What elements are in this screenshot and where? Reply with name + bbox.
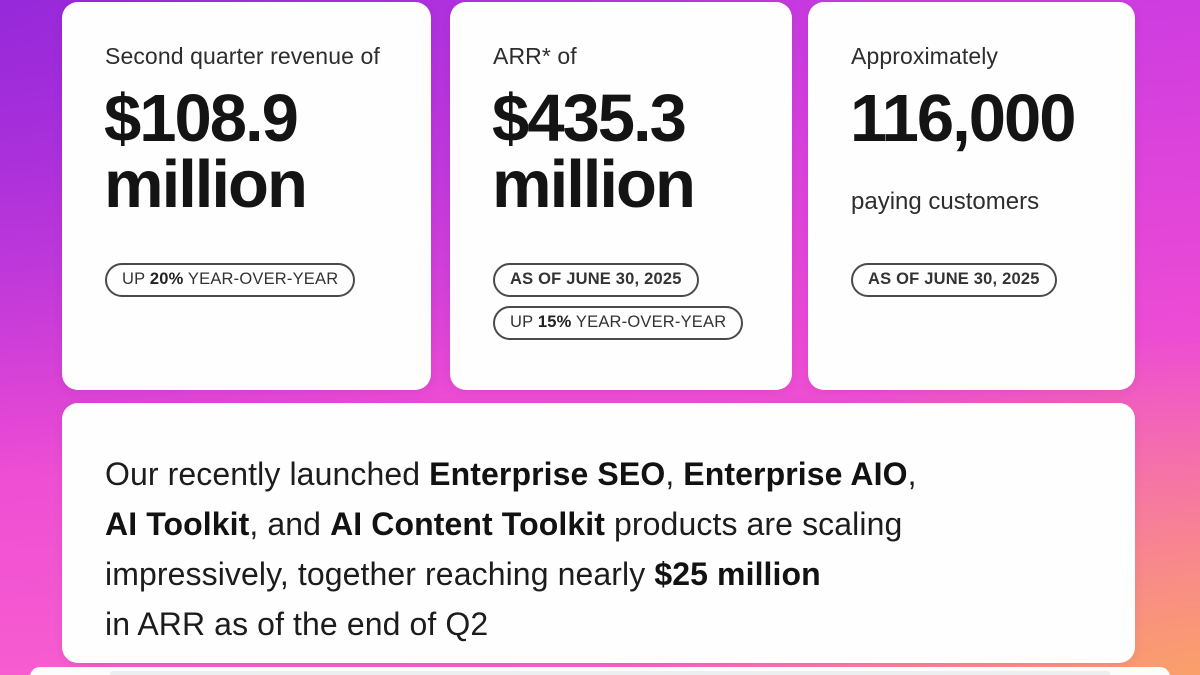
highlight-product-enterprise-aio: Enterprise AIO: [683, 456, 908, 492]
product-highlight-text: Our recently launched Enterprise SEO, En…: [105, 449, 917, 649]
highlight-line-4: in ARR as of the end of Q2: [105, 599, 917, 649]
highlight-text-segment: , and: [249, 506, 331, 542]
customers-value: 116,000: [850, 81, 1076, 156]
arr-yoy-prefix: UP: [510, 313, 538, 331]
arr-badges: AS OF JUNE 30, 2025 UP 15% YEAR-OVER-YEA…: [493, 263, 744, 340]
customers-card-title: Approximately: [851, 43, 999, 69]
arr-card-title: ARR* of: [493, 43, 577, 69]
customers-subtitle: paying customers: [851, 188, 1040, 215]
highlight-text-segment: Our recently launched: [105, 456, 430, 492]
customers-date-badge: AS OF JUNE 30, 2025: [851, 263, 1057, 297]
highlight-text-segment: in ARR as of the end of Q2: [105, 606, 489, 642]
highlight-line-1: Our recently launched Enterprise SEO, En…: [105, 449, 917, 499]
highlight-product-enterprise-seo: Enterprise SEO: [429, 456, 666, 492]
arr-date-badge: AS OF JUNE 30, 2025: [493, 263, 699, 297]
arr-value-unit: million: [492, 147, 696, 222]
arr-yoy-suffix: YEAR-OVER-YEAR: [571, 313, 727, 331]
revenue-value-amount: $108.9: [104, 81, 299, 156]
arr-value: $435.3 million: [492, 81, 696, 222]
arr-value-amount: $435.3: [492, 81, 687, 156]
highlight-line-2: AI Toolkit, and AI Content Toolkit produ…: [105, 499, 917, 549]
highlight-text-segment: ,: [665, 456, 684, 492]
highlight-arr-amount: $25 million: [654, 556, 821, 592]
revenue-value: $108.9 million: [104, 81, 308, 222]
customers-card: Approximately 116,000 paying customers A…: [808, 2, 1135, 390]
customers-badges: AS OF JUNE 30, 2025: [851, 263, 1057, 297]
customers-count: 116,000: [850, 81, 1076, 156]
highlight-text-segment: products are scaling: [605, 506, 903, 542]
revenue-yoy-badge: UP 20% YEAR-OVER-YEAR: [105, 263, 356, 297]
next-section-inner-strip: [110, 671, 1110, 675]
highlight-line-3: impressively, together reaching nearly $…: [105, 549, 917, 599]
highlight-text-segment: ,: [907, 456, 917, 492]
highlight-product-ai-toolkit: AI Toolkit: [105, 506, 250, 542]
arr-yoy-percent: 15%: [537, 313, 572, 331]
highlight-text-segment: impressively, together reaching nearly: [105, 556, 655, 592]
revenue-badges: UP 20% YEAR-OVER-YEAR: [105, 263, 356, 297]
arr-card: ARR* of $435.3 million AS OF JUNE 30, 20…: [450, 2, 792, 390]
revenue-card-title: Second quarter revenue of: [105, 43, 380, 69]
revenue-yoy-prefix: UP: [122, 270, 150, 288]
arr-yoy-badge: UP 15% YEAR-OVER-YEAR: [493, 306, 744, 340]
revenue-value-unit: million: [104, 147, 308, 222]
revenue-yoy-percent: 20%: [149, 270, 184, 288]
revenue-card: Second quarter revenue of $108.9 million…: [62, 2, 431, 390]
product-highlight-card: Our recently launched Enterprise SEO, En…: [62, 403, 1135, 663]
revenue-yoy-suffix: YEAR-OVER-YEAR: [183, 270, 339, 288]
highlight-product-ai-content-toolkit: AI Content Toolkit: [330, 506, 606, 542]
